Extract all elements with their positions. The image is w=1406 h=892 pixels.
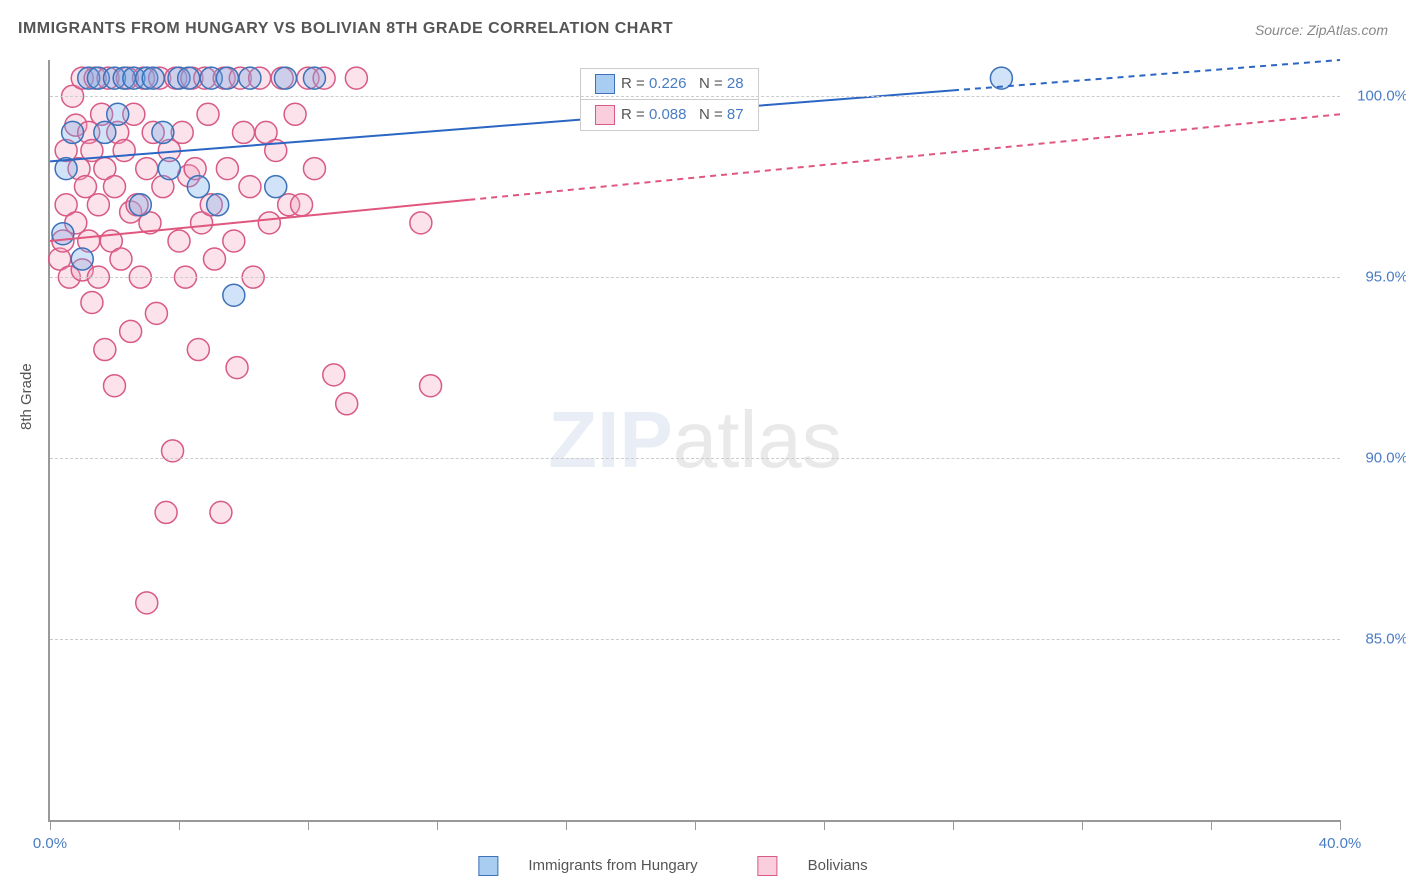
scatter-point <box>216 158 238 180</box>
x-tick <box>308 820 309 830</box>
correlation-legend: R = 0.226 N = 28 R = 0.088 N = 87 <box>580 68 759 131</box>
scatter-point <box>129 194 151 216</box>
y-tick-label: 90.0% <box>1365 450 1406 467</box>
x-tick <box>1340 820 1341 830</box>
scatter-point <box>216 67 238 89</box>
scatter-point <box>62 121 84 143</box>
y-tick-label: 85.0% <box>1365 631 1406 648</box>
series-legend-label: Immigrants from Hungary <box>528 857 697 874</box>
scatter-point <box>345 67 367 89</box>
legend-row: R = 0.088 N = 87 <box>581 99 758 130</box>
x-tick-label: 40.0% <box>1319 835 1362 852</box>
x-tick <box>50 820 51 830</box>
scatter-point <box>284 103 306 125</box>
scatter-point <box>113 139 135 161</box>
scatter-point <box>223 284 245 306</box>
chart-title: IMMIGRANTS FROM HUNGARY VS BOLIVIAN 8TH … <box>18 20 673 38</box>
x-tick <box>437 820 438 830</box>
scatter-point <box>303 67 325 89</box>
scatter-point <box>274 67 296 89</box>
legend-swatch <box>595 74 615 94</box>
scatter-point <box>410 212 432 234</box>
scatter-point <box>323 364 345 386</box>
scatter-point <box>107 103 129 125</box>
scatter-point <box>136 592 158 614</box>
x-tick <box>566 820 567 830</box>
scatter-point <box>420 375 442 397</box>
x-tick <box>179 820 180 830</box>
x-tick <box>695 820 696 830</box>
gridline-h <box>50 96 1340 97</box>
scatter-point <box>136 158 158 180</box>
scatter-point <box>187 339 209 361</box>
scatter-point <box>155 501 177 523</box>
plot-area: ZIPatlas R = 0.226 N = 28R = 0.088 N = 8… <box>48 60 1340 822</box>
scatter-point <box>71 248 93 270</box>
gridline-h <box>50 639 1340 640</box>
x-tick <box>1211 820 1212 830</box>
trendline-solid <box>50 200 469 241</box>
scatter-point <box>187 176 209 198</box>
legend-swatch <box>758 856 778 876</box>
x-tick <box>953 820 954 830</box>
gridline-h <box>50 277 1340 278</box>
series-legend-label: Bolivians <box>808 857 868 874</box>
scatter-point <box>94 339 116 361</box>
scatter-point <box>158 158 180 180</box>
scatter-point <box>303 158 325 180</box>
legend-text: R = 0.226 N = 28 <box>621 75 744 92</box>
scatter-point <box>223 230 245 252</box>
scatter-point <box>178 67 200 89</box>
scatter-point <box>233 121 255 143</box>
legend-swatch <box>478 856 498 876</box>
scatter-point <box>336 393 358 415</box>
series-legend: Immigrants from Hungary Bolivians <box>478 856 927 876</box>
scatter-point <box>239 67 261 89</box>
x-tick-label: 0.0% <box>33 835 67 852</box>
series-legend-item: Bolivians <box>758 857 898 874</box>
scatter-point <box>265 176 287 198</box>
scatter-point <box>145 302 167 324</box>
scatter-point <box>239 176 261 198</box>
gridline-h <box>50 458 1340 459</box>
y-axis-label: 8th Grade <box>18 363 35 430</box>
scatter-point <box>226 357 248 379</box>
legend-text: R = 0.088 N = 87 <box>621 106 744 123</box>
scatter-point <box>81 291 103 313</box>
scatter-point <box>258 212 280 234</box>
scatter-point <box>152 121 174 143</box>
chart-container: IMMIGRANTS FROM HUNGARY VS BOLIVIAN 8TH … <box>0 0 1406 892</box>
scatter-point <box>110 248 132 270</box>
series-legend-item: Immigrants from Hungary <box>478 857 727 874</box>
y-tick-label: 95.0% <box>1365 269 1406 286</box>
scatter-point <box>210 501 232 523</box>
x-tick <box>1082 820 1083 830</box>
legend-swatch <box>595 105 615 125</box>
y-tick-label: 100.0% <box>1357 88 1406 105</box>
scatter-point <box>87 194 109 216</box>
scatter-point <box>197 103 219 125</box>
source-label: Source: ZipAtlas.com <box>1255 22 1388 38</box>
scatter-point <box>203 248 225 270</box>
scatter-point <box>104 176 126 198</box>
legend-row: R = 0.226 N = 28 <box>581 69 758 99</box>
scatter-point <box>142 67 164 89</box>
scatter-point <box>120 320 142 342</box>
x-tick <box>824 820 825 830</box>
scatter-point <box>207 194 229 216</box>
scatter-point <box>291 194 313 216</box>
scatter-point <box>168 230 190 252</box>
scatter-point <box>104 375 126 397</box>
plot-svg <box>50 60 1340 820</box>
